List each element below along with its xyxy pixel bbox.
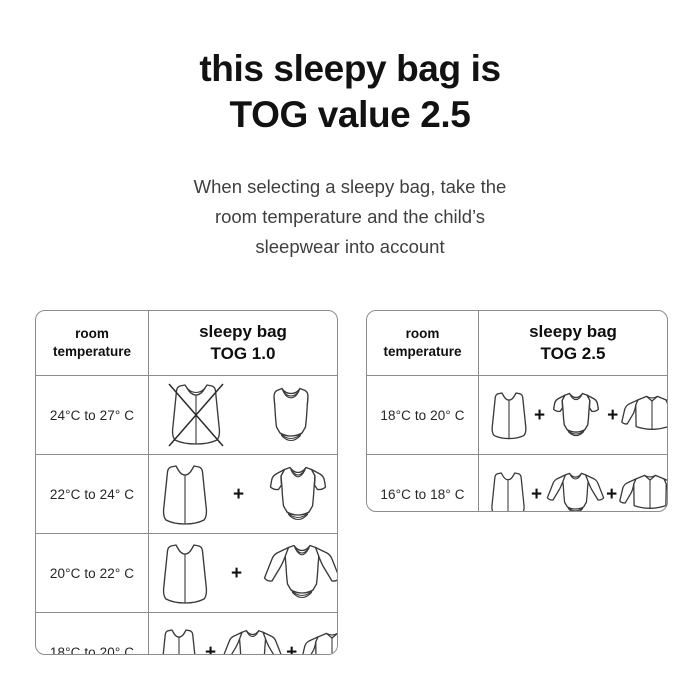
header-sleepy-bag-line-1: sleepy bag	[529, 322, 617, 341]
row-temperature-cell: 18°C to 20° C	[36, 613, 149, 655]
temperature-label: 20°C to 22° C	[49, 565, 135, 581]
sleepy-bag-icon	[157, 540, 213, 606]
header-sleepy-bag-tog: sleepy bag TOG 1.0	[149, 311, 337, 375]
plus-separator: +	[205, 641, 217, 655]
bodysuit-long-sleeve-icon	[260, 540, 337, 606]
row-temperature-cell: 20°C to 22° C	[36, 534, 149, 613]
row-temperature-cell: 22°C to 24° C	[36, 455, 149, 534]
plus-separator: +	[534, 404, 546, 426]
table-row: 20°C to 22° C +	[36, 533, 337, 613]
header-room-temperature-line-1: room	[75, 326, 109, 342]
bodysuit-long-sleeve-icon	[220, 626, 282, 654]
page-subtitle-line-1: When selecting a sleepy bag, take the	[193, 176, 507, 197]
cardigan-icon	[621, 390, 667, 440]
header-sleepy-bag-line-1: sleepy bag	[199, 322, 287, 341]
table-row: 16°C to 18° C +	[367, 454, 667, 511]
row-garments-cell: + +	[149, 613, 337, 655]
page-title-line-2: TOG value 2.5	[229, 94, 471, 136]
row-temperature-cell: 24°C to 27° C	[36, 376, 149, 455]
page-subtitle-line-2: room temperature and the child’s	[214, 205, 486, 227]
table-row: 18°C to 20° C +	[367, 375, 667, 455]
sleepy-bag-icon	[487, 386, 531, 444]
bodysuit-short-sleeve-icon	[264, 462, 332, 526]
tog-2-5-table: room temperature sleepy bag TOG 2.5 18°C…	[366, 310, 668, 512]
row-garments-cell	[149, 376, 337, 454]
header-room-temperature: room temperature	[36, 311, 149, 376]
header-sleepy-bag-line-2: TOG 2.5	[540, 344, 606, 364]
row-garments-cell: + +	[479, 455, 667, 511]
temperature-label: 18°C to 20° C	[49, 644, 135, 655]
table-row: 24°C to 27° C	[36, 375, 337, 455]
sleepy-bag-crossed-out-icon	[165, 380, 227, 450]
temperature-label: 18°C to 20° C	[380, 407, 465, 423]
header-room-temperature-line-2: temperature	[383, 344, 462, 360]
bodysuit-short-sleeve-icon	[548, 389, 604, 441]
table-row: 22°C to 24° C +	[36, 454, 337, 534]
sleepy-bag-icon	[157, 461, 213, 527]
cardigan-icon	[619, 469, 667, 511]
header-room-temperature: room temperature	[367, 311, 479, 376]
page-title-line-1: this sleepy bag is	[199, 48, 501, 89]
temperature-label: 22°C to 24° C	[49, 486, 135, 502]
page-title: this sleepy bag is TOG value 2.5	[0, 46, 700, 139]
table-header-row: room temperature sleepy bag TOG 2.5	[367, 311, 667, 376]
table-row: 18°C to 20° C +	[36, 612, 337, 655]
row-garments-cell: +	[149, 455, 337, 533]
row-garments-cell: +	[149, 534, 337, 612]
header-sleepy-bag-line-2: TOG 1.0	[210, 344, 276, 364]
sleepy-bag-icon	[157, 623, 201, 654]
header-sleepy-bag-tog: sleepy bag TOG 2.5	[479, 311, 667, 375]
plus-separator: +	[233, 483, 245, 505]
plus-separator: +	[531, 483, 543, 505]
tog-1-0-table: room temperature sleepy bag TOG 1.0 24°C…	[35, 310, 338, 655]
table-header-row: room temperature sleepy bag TOG 1.0	[36, 311, 337, 376]
plus-separator: +	[606, 483, 618, 505]
temperature-label: 24°C to 27° C	[49, 407, 135, 423]
row-temperature-cell: 18°C to 20° C	[367, 376, 479, 455]
header-room-temperature-line-2: temperature	[52, 344, 132, 360]
row-garments-cell: + +	[479, 376, 667, 454]
sleepy-bag-icon	[487, 466, 529, 511]
plus-separator: +	[286, 641, 298, 655]
row-temperature-cell: 16°C to 18° C	[367, 455, 479, 511]
plus-separator: +	[231, 562, 243, 584]
bodysuit-sleeveless-icon	[261, 383, 321, 447]
header-room-temperature-line-1: room	[405, 326, 440, 342]
cardigan-icon	[301, 627, 337, 654]
temperature-label: 16°C to 18° C	[380, 486, 465, 502]
page-subtitle-line-3: sleepwear into account	[255, 235, 445, 257]
bodysuit-long-sleeve-icon	[544, 469, 605, 511]
plus-separator: +	[607, 404, 619, 426]
page-subtitle: When selecting a sleepy bag, take the ro…	[0, 172, 700, 262]
